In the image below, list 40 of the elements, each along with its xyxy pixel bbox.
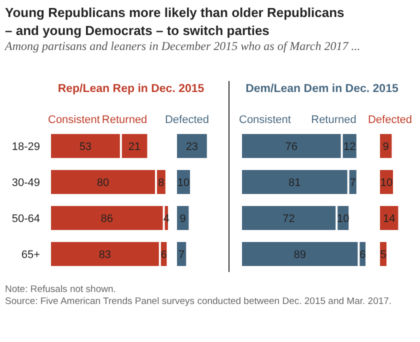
data-label: 14 xyxy=(382,213,396,225)
data-label: 81 xyxy=(288,177,301,189)
series-label: Defected xyxy=(164,114,210,126)
bar xyxy=(177,134,207,158)
series-label: Returned xyxy=(311,114,356,126)
series-label: Consistent xyxy=(239,114,291,126)
series-label: Returned xyxy=(102,114,148,126)
data-label: 8 xyxy=(158,177,164,189)
data-label: 53 xyxy=(79,141,92,153)
bar xyxy=(177,242,186,266)
data-label: 76 xyxy=(285,141,298,153)
data-label: 23 xyxy=(186,141,198,153)
data-label: 86 xyxy=(100,213,114,225)
y-tick-label: 18-29 xyxy=(12,141,40,153)
data-label: 5 xyxy=(380,249,386,261)
data-label: 6 xyxy=(160,249,167,261)
data-label: 72 xyxy=(282,213,295,225)
series-label: Consistent xyxy=(48,114,100,126)
data-label: 7 xyxy=(178,249,185,261)
data-label: 9 xyxy=(180,213,186,225)
chart-title: Dem/Lean Dem in Dec. 2015 xyxy=(246,83,399,95)
text: Young Republicans more likely than older Republicans – and young Democrats – to switch parties xyxy=(5,5,344,38)
series-label: Defected xyxy=(368,114,412,126)
data-label: 6 xyxy=(360,249,366,261)
data-label: 12 xyxy=(343,141,356,153)
data-label: 21 xyxy=(128,141,141,153)
text: Among partisans and leaners in December 2015 who as of March 2017 ... xyxy=(4,39,360,53)
data-label: 7 xyxy=(350,177,356,189)
data-label: 83 xyxy=(98,249,112,261)
y-tick-label: 30-49 xyxy=(12,177,40,189)
data-label: 10 xyxy=(380,177,393,189)
chart-title: Rep/Lean Rep in Dec. 2015 xyxy=(58,83,205,95)
data-label: 10 xyxy=(177,177,190,189)
data-label: 80 xyxy=(96,177,110,189)
y-tick-label: 65+ xyxy=(21,249,40,261)
data-label: 89 xyxy=(294,249,306,261)
text: Note: Refusals not shown. xyxy=(5,284,116,295)
data-label: 9 xyxy=(382,141,389,153)
y-tick-label: 50-64 xyxy=(12,213,40,225)
source-note: Source: Five American Trends Panel surveys conducted between Dec. 2015 and Mar. 2017. xyxy=(5,296,392,307)
